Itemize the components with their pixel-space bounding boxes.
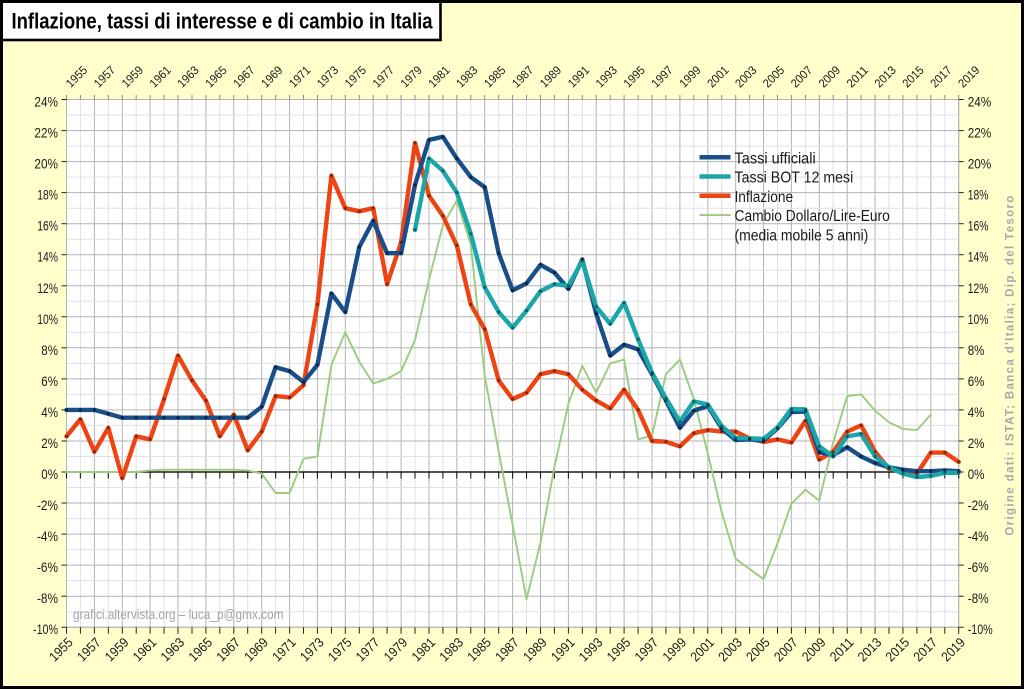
- svg-text:22%: 22%: [34, 125, 58, 141]
- svg-text:Cambio Dollaro/Lire-Euro: Cambio Dollaro/Lire-Euro: [735, 208, 890, 225]
- svg-text:Tassi BOT 12 mesi: Tassi BOT 12 mesi: [735, 170, 854, 187]
- svg-text:8%: 8%: [968, 342, 985, 358]
- svg-text:2%: 2%: [968, 435, 985, 451]
- svg-text:-10%: -10%: [968, 621, 993, 637]
- svg-text:grafici.altervista.org – luca_: grafici.altervista.org – luca_p@gmx.com: [73, 607, 284, 622]
- svg-text:0%: 0%: [41, 466, 58, 482]
- svg-text:12%: 12%: [37, 280, 58, 296]
- svg-text:10%: 10%: [37, 311, 58, 327]
- svg-text:2%: 2%: [41, 435, 58, 451]
- svg-text:10%: 10%: [968, 311, 989, 327]
- svg-text:-4%: -4%: [968, 528, 989, 544]
- svg-text:24%: 24%: [34, 94, 58, 110]
- svg-text:-6%: -6%: [37, 559, 58, 575]
- svg-text:6%: 6%: [968, 373, 985, 389]
- svg-text:24%: 24%: [968, 94, 992, 110]
- svg-text:14%: 14%: [968, 249, 989, 265]
- svg-text:20%: 20%: [34, 156, 58, 172]
- svg-text:8%: 8%: [41, 342, 58, 358]
- svg-text:-2%: -2%: [37, 497, 58, 513]
- svg-text:-10%: -10%: [33, 621, 58, 637]
- svg-text:Origine dati: ISTAT; Banca d'I: Origine dati: ISTAT; Banca d'Italia; Dip…: [1005, 194, 1017, 535]
- svg-text:4%: 4%: [968, 404, 985, 420]
- svg-text:-8%: -8%: [968, 590, 989, 606]
- svg-text:4%: 4%: [41, 404, 58, 420]
- svg-text:Inflazione: Inflazione: [735, 189, 794, 206]
- svg-text:(media mobile 5 anni): (media mobile 5 anni): [735, 228, 869, 245]
- svg-text:22%: 22%: [968, 125, 992, 141]
- svg-text:12%: 12%: [968, 280, 989, 296]
- svg-text:0%: 0%: [968, 466, 985, 482]
- svg-text:-4%: -4%: [37, 528, 58, 544]
- svg-text:-6%: -6%: [968, 559, 989, 575]
- svg-text:18%: 18%: [968, 187, 989, 203]
- svg-text:Tassi ufficiali: Tassi ufficiali: [735, 150, 816, 167]
- svg-text:-2%: -2%: [968, 497, 989, 513]
- svg-text:6%: 6%: [41, 373, 58, 389]
- svg-text:-8%: -8%: [37, 590, 58, 606]
- svg-text:Inflazione, tassi di interesse: Inflazione, tassi di interesse e di camb…: [12, 9, 434, 34]
- svg-text:20%: 20%: [968, 156, 992, 172]
- svg-text:16%: 16%: [968, 218, 989, 234]
- svg-text:14%: 14%: [37, 249, 58, 265]
- svg-text:18%: 18%: [37, 187, 58, 203]
- svg-text:16%: 16%: [37, 218, 58, 234]
